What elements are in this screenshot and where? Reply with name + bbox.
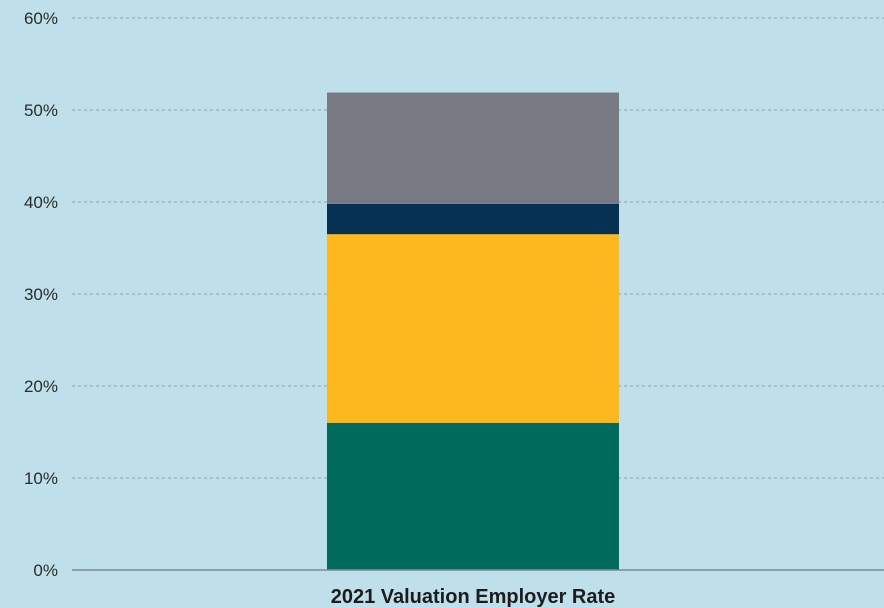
- y-tick-label: 10%: [24, 469, 58, 488]
- y-tick-label: 20%: [24, 377, 58, 396]
- y-tick-label: 30%: [24, 285, 58, 304]
- bar-segment: [327, 203, 619, 235]
- y-tick-label: 0%: [33, 561, 58, 580]
- y-tick-label: 50%: [24, 101, 58, 120]
- x-axis: 2021 Valuation Employer Rate: [331, 586, 616, 608]
- bar-segment: [327, 234, 619, 423]
- bar-segments: [327, 92, 619, 570]
- bar-segment: [327, 422, 619, 570]
- x-category-label: 2021 Valuation Employer Rate: [331, 586, 616, 608]
- bar-segment: [327, 92, 619, 204]
- y-tick-label: 40%: [24, 193, 58, 212]
- y-axis: 0% 10% 20% 30% 40% 50% 60%: [24, 9, 58, 580]
- y-tick-label: 60%: [24, 9, 58, 28]
